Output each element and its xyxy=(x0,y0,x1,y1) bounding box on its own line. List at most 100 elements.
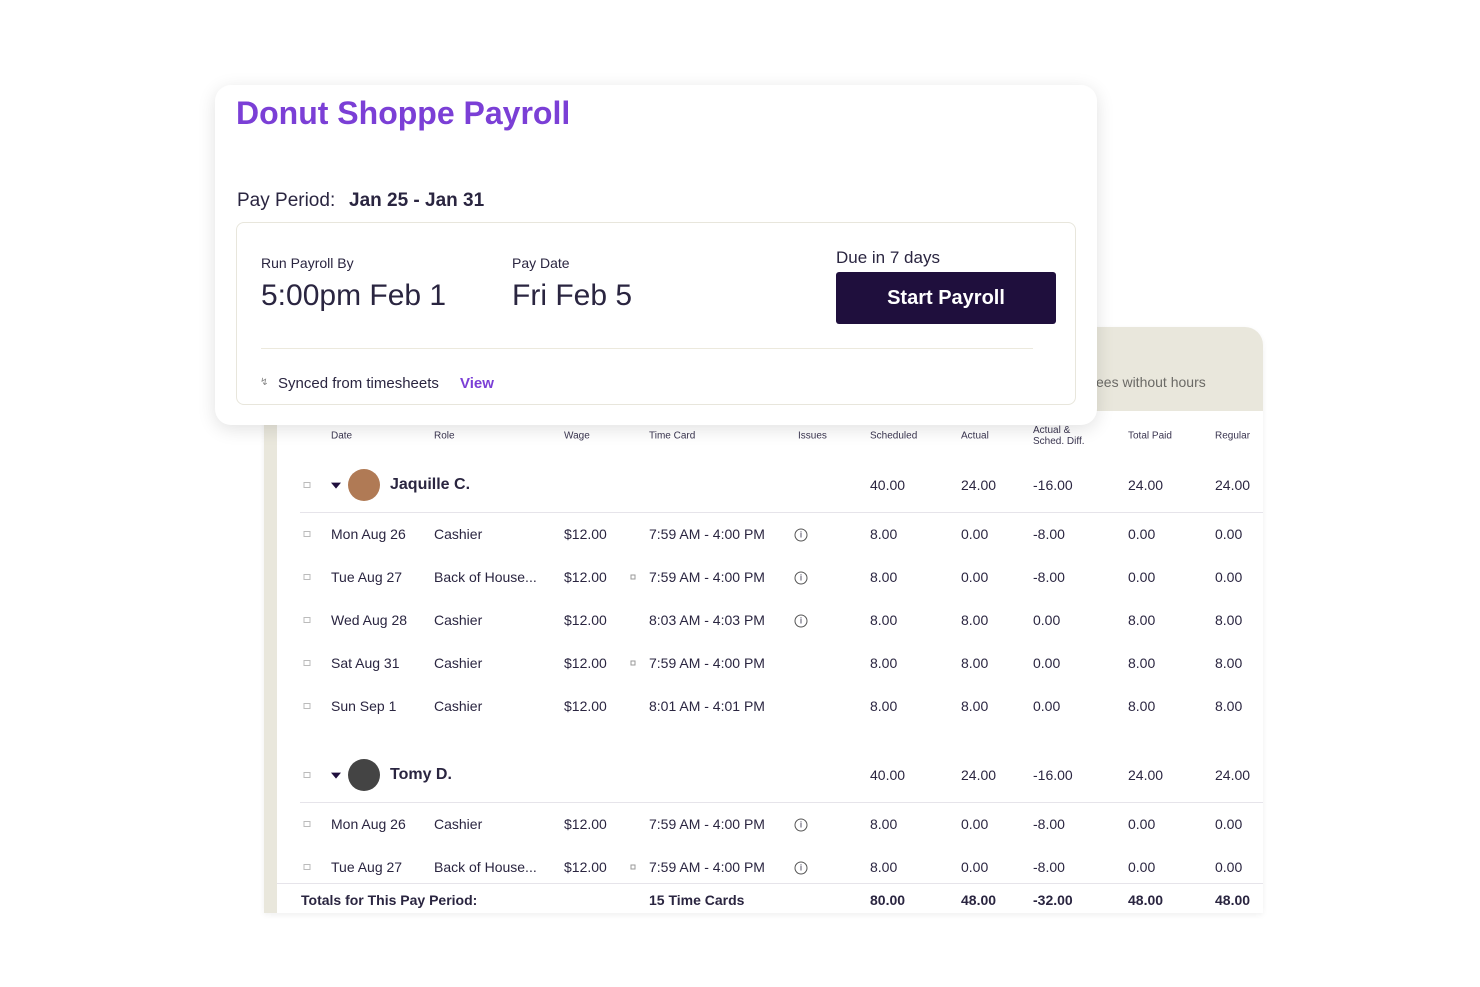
column-header: Total Paid xyxy=(1128,430,1172,442)
group-total: -16.00 xyxy=(1033,477,1073,493)
table-cell: Cashier xyxy=(434,526,483,542)
start-payroll-button[interactable]: Start Payroll xyxy=(836,272,1056,324)
column-header: Regular xyxy=(1215,430,1251,442)
employee-name: Tomy D. xyxy=(390,766,452,783)
column-header: Scheduled xyxy=(870,430,918,442)
column-header: Time Card xyxy=(649,430,696,442)
table-cell: 7:59 AM - 4:00 PM xyxy=(649,655,765,671)
footer-total: 48.00 xyxy=(1128,892,1164,908)
column-header: Role xyxy=(434,430,455,442)
table-cell: 8.00 xyxy=(961,698,989,714)
table-cell: 0.00 xyxy=(1128,816,1156,832)
timecard-icon xyxy=(630,574,636,580)
footer-separator xyxy=(277,883,1263,884)
expand-caret xyxy=(331,482,341,489)
table-cell: 8.00 xyxy=(870,569,898,585)
run-box: Run Payroll By 5:00pm Feb 1 Pay Date Fri… xyxy=(236,222,1076,405)
table-cell: 8:01 AM - 4:01 PM xyxy=(649,698,765,714)
timecard-icon xyxy=(630,864,636,870)
table-cell: 7:59 AM - 4:00 PM xyxy=(649,569,765,585)
footer-total: 80.00 xyxy=(870,892,906,908)
issue-icon: i xyxy=(794,571,808,585)
column-header: Wage xyxy=(564,430,590,442)
pay-period: Jan 25 - Jan 31 xyxy=(349,190,485,211)
table-cell: 8.00 xyxy=(870,526,898,542)
footer-time-cards: 15 Time Cards xyxy=(649,892,745,908)
table-cell: -8.00 xyxy=(1033,526,1065,542)
table-cell: Sat Aug 31 xyxy=(331,655,400,671)
table-cell: 0.00 xyxy=(961,526,989,542)
table-cell: $12.00 xyxy=(564,698,607,714)
table-cell: 8.00 xyxy=(870,859,898,875)
table-cell: 0.00 xyxy=(1128,526,1156,542)
table-cell: 0.00 xyxy=(1033,655,1061,671)
column-header: Actual & Sched. Diff. xyxy=(1033,425,1085,447)
table-cell: -8.00 xyxy=(1033,859,1065,875)
table-cell: Cashier xyxy=(434,698,483,714)
issue-icon: i xyxy=(794,528,808,542)
table-cell: 8.00 xyxy=(870,816,898,832)
table-cell: Cashier xyxy=(434,612,483,628)
table-cell: $12.00 xyxy=(564,859,607,875)
table-cell: Back of House... xyxy=(434,859,537,875)
table-cell: 7:59 AM - 4:00 PM xyxy=(649,526,765,542)
table-cell: 7:59 AM - 4:00 PM xyxy=(649,859,765,875)
group-total: 24.00 xyxy=(1215,767,1251,783)
table-cell: 0.00 xyxy=(1033,612,1061,628)
footer-total: 48.00 xyxy=(1215,892,1251,908)
table-cell: 0.00 xyxy=(1033,698,1061,714)
run-by: 5:00pm Feb 1 xyxy=(261,279,447,312)
table-cell: $12.00 xyxy=(564,655,607,671)
table-cell: Cashier xyxy=(434,816,483,832)
pay-period-label: Pay Period: xyxy=(237,190,336,211)
table-cell: $12.00 xyxy=(564,816,607,832)
column-header: Issues xyxy=(798,430,827,442)
table-cell: 0.00 xyxy=(1128,859,1156,875)
view-link[interactable]: View xyxy=(460,375,494,392)
group-total: 40.00 xyxy=(870,477,906,493)
group-total: 24.00 xyxy=(1128,767,1164,783)
table-cell: 0.00 xyxy=(1215,526,1243,542)
table-cell: 0.00 xyxy=(961,816,989,832)
group-total: -16.00 xyxy=(1033,767,1073,783)
column-header: Actual xyxy=(961,430,989,442)
table-cell: -8.00 xyxy=(1033,816,1065,832)
footer-total: -32.00 xyxy=(1033,892,1073,908)
employee-name: Jaquille C. xyxy=(390,476,471,493)
issue-icon: i xyxy=(794,861,808,875)
sync-icon: ↯ xyxy=(260,377,269,388)
footer-total: 48.00 xyxy=(961,892,997,908)
run-by-label: Run Payroll By xyxy=(261,255,354,271)
table-cell: 8.00 xyxy=(961,655,989,671)
banner-text: ees without hours xyxy=(1096,374,1206,390)
group-total: 24.00 xyxy=(961,477,997,493)
table-cell: 0.00 xyxy=(1215,569,1243,585)
lock-icon xyxy=(303,531,311,537)
pay-date-label: Pay Date xyxy=(512,255,570,271)
avatar xyxy=(348,759,380,791)
table-cell: 7:59 AM - 4:00 PM xyxy=(649,816,765,832)
avatar xyxy=(348,469,380,501)
row-separator xyxy=(300,802,1263,803)
table-cell: 8:03 AM - 4:03 PM xyxy=(649,612,765,628)
lock-icon xyxy=(303,617,311,623)
group-total: 24.00 xyxy=(961,767,997,783)
table-cell: 8.00 xyxy=(1128,698,1156,714)
table-cell: Wed Aug 28 xyxy=(331,612,408,628)
table-cell: 8.00 xyxy=(870,612,898,628)
lock-icon xyxy=(303,703,311,709)
due-text: Due in 7 days xyxy=(836,248,940,267)
table-cell: $12.00 xyxy=(564,526,607,542)
table-cell: 0.00 xyxy=(961,859,989,875)
table-cell: Tue Aug 27 xyxy=(331,569,403,585)
lock-icon xyxy=(303,772,311,778)
lock-icon xyxy=(303,482,311,488)
table-cell: $12.00 xyxy=(564,612,607,628)
lock-icon xyxy=(303,821,311,827)
footer-label: Totals for This Pay Period: xyxy=(301,892,478,908)
table-cell: Tue Aug 27 xyxy=(331,859,403,875)
table-cell: 0.00 xyxy=(1215,859,1243,875)
column-header: Date xyxy=(331,430,353,442)
divider xyxy=(261,348,1033,349)
